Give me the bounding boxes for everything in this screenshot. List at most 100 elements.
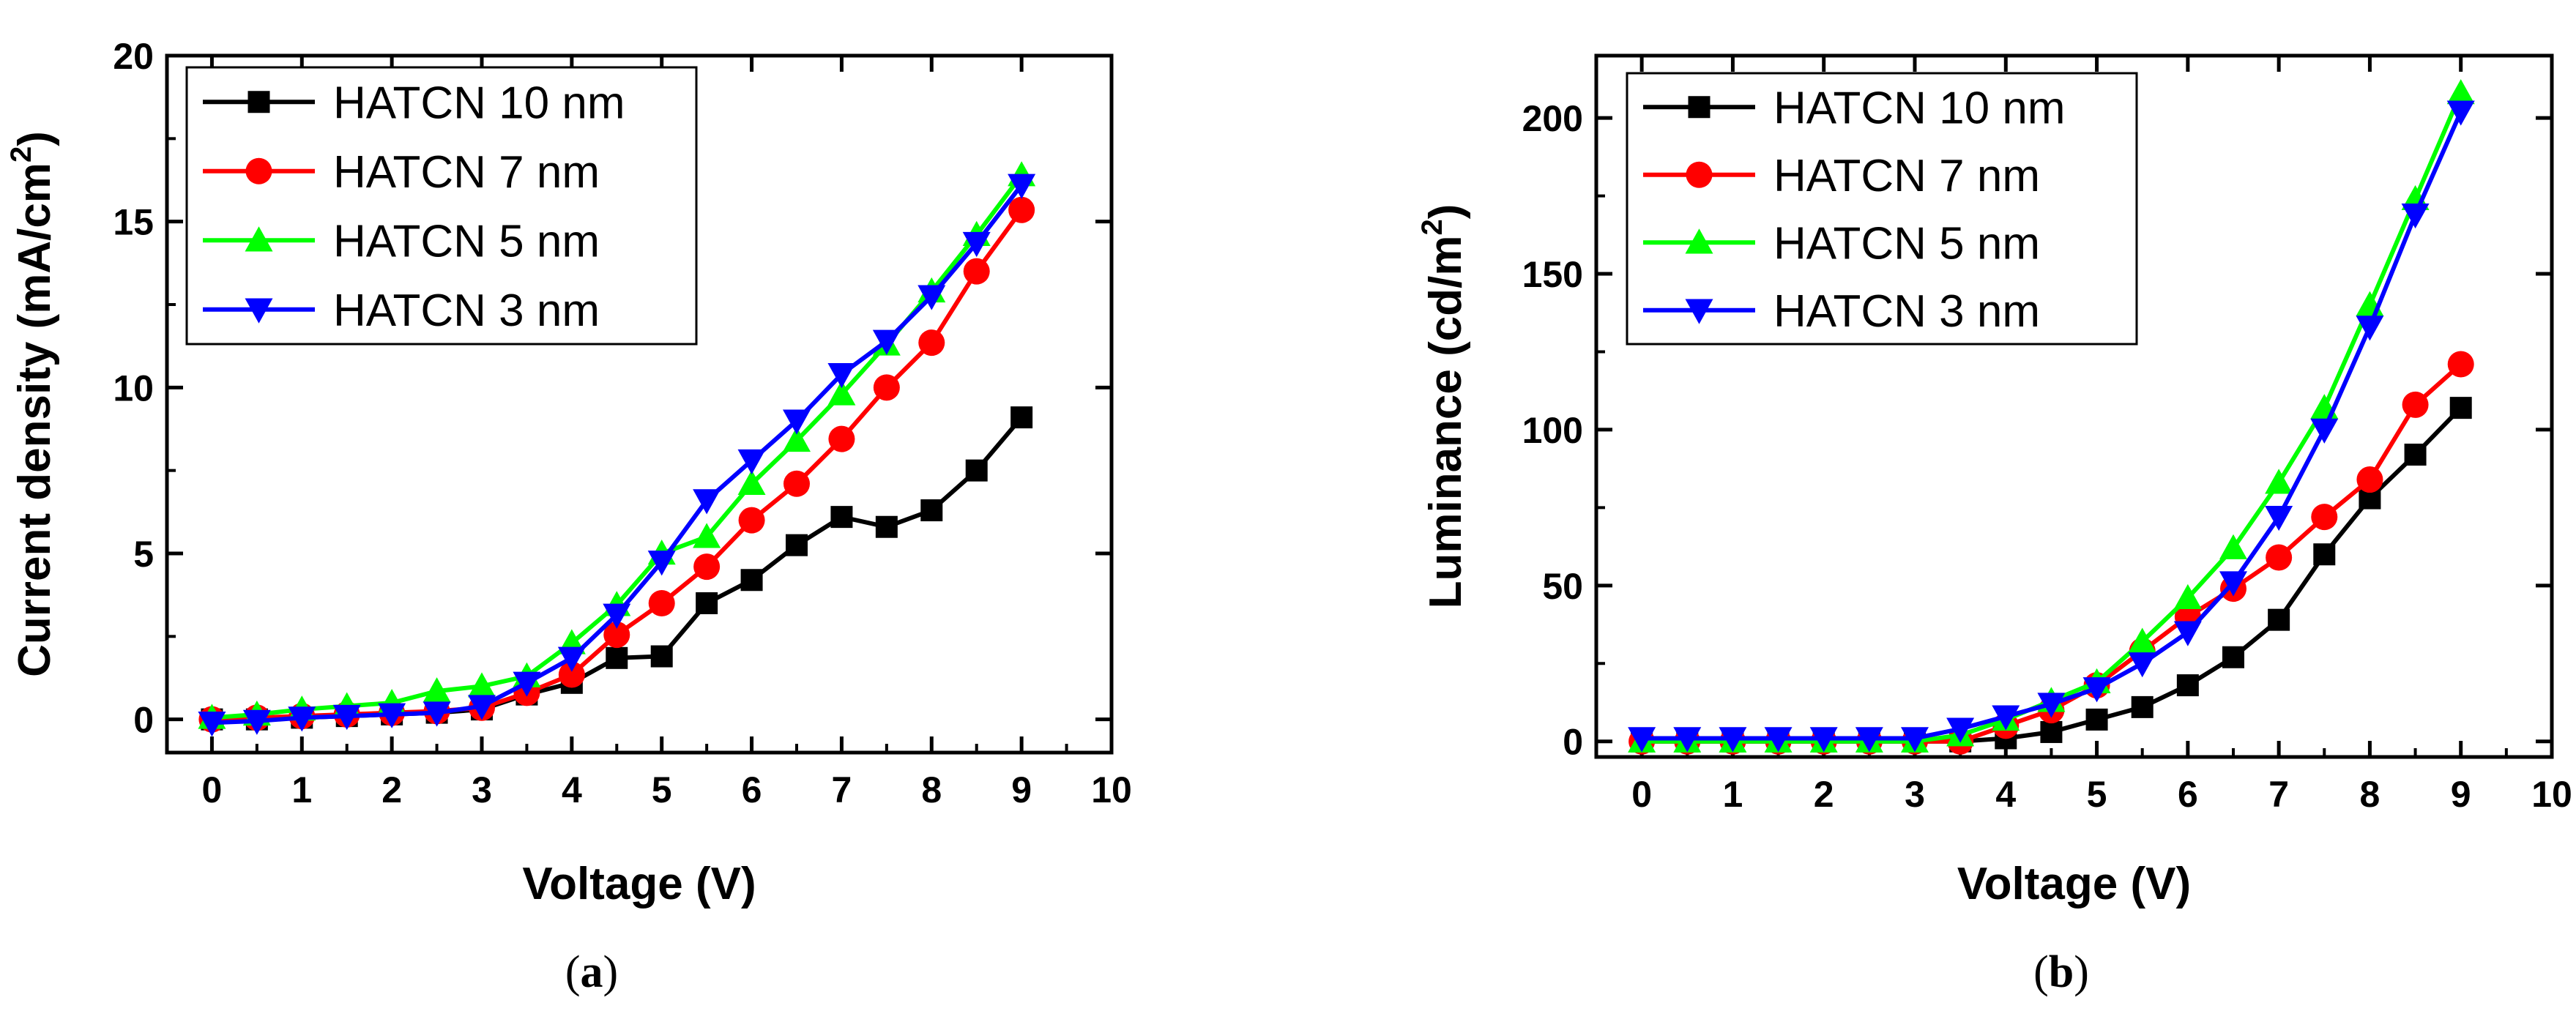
data-point	[1901, 727, 1929, 753]
legend-label: HATCN 10 nm	[1773, 83, 2066, 133]
data-point	[2040, 720, 2063, 743]
data-point	[647, 551, 676, 576]
data-point	[468, 672, 496, 698]
data-point	[2313, 543, 2336, 566]
legend-marker	[247, 91, 270, 113]
y-tick-label: 100	[1522, 410, 1583, 451]
x-tick-label: 1	[1723, 774, 1743, 815]
data-point	[917, 285, 946, 310]
plot-frame	[1594, 53, 2554, 759]
data-point	[1992, 705, 2020, 731]
y-tick-label: 10	[113, 368, 154, 408]
data-point	[2219, 534, 2247, 559]
x-tick-label: 1	[291, 769, 312, 810]
x-tick-label: 5	[652, 769, 672, 810]
data-point	[2310, 418, 2339, 444]
data-point	[603, 603, 631, 629]
data-point	[827, 363, 856, 389]
data-point	[1809, 727, 1838, 753]
data-point	[422, 677, 451, 703]
legend-label: HATCN 7 nm	[1773, 151, 2040, 201]
x-tick-label: 8	[2360, 774, 2380, 815]
data-point	[693, 553, 721, 581]
x-axis-title: Voltage (V)	[522, 859, 756, 909]
data-point	[422, 701, 451, 727]
x-tick-label: 3	[472, 769, 492, 810]
data-point	[378, 703, 406, 728]
legend-box	[1626, 72, 2138, 346]
data-point	[873, 374, 900, 401]
data-point	[828, 425, 855, 452]
data-point	[1010, 406, 1033, 429]
x-tick-label: 9	[2451, 774, 2471, 815]
data-point	[558, 661, 585, 688]
legend-marker	[1685, 299, 1713, 324]
data-point	[2311, 504, 2338, 531]
data-point	[2265, 469, 2293, 494]
x-tick-label: 2	[381, 769, 402, 810]
data-point	[242, 709, 271, 735]
data-point	[2356, 466, 2383, 493]
series-hatcn-3-nm	[198, 174, 1036, 737]
y-tick-label: 50	[1542, 566, 1583, 607]
data-point	[963, 258, 990, 285]
legend-label: HATCN 3 nm	[333, 286, 600, 336]
x-tick-label: 8	[921, 769, 942, 810]
data-point	[2173, 621, 2202, 646]
legend-label: HATCN 7 nm	[333, 147, 600, 198]
data-point	[1855, 727, 1883, 753]
y-tick-label: 20	[113, 36, 154, 77]
data-point	[2402, 391, 2429, 418]
data-point	[1719, 727, 1747, 753]
x-tick-label: 0	[1631, 774, 1652, 815]
data-point	[513, 671, 541, 697]
data-point	[332, 704, 361, 731]
x-tick-label: 6	[2178, 774, 2198, 815]
data-point	[875, 515, 898, 538]
data-point	[2404, 443, 2427, 466]
data-point	[872, 329, 901, 355]
data-point	[2401, 203, 2430, 229]
data-point	[830, 506, 853, 529]
data-point	[2082, 677, 2111, 703]
data-point	[693, 489, 721, 515]
legend-label: HATCN 10 nm	[333, 78, 625, 128]
data-point	[783, 470, 810, 497]
x-axis-title: Voltage (V)	[1957, 859, 2191, 909]
y-tick-label: 0	[1563, 722, 1583, 763]
x-tick-label: 5	[2087, 774, 2107, 815]
y-axis-title: Current density (mA/cm2)	[5, 131, 60, 677]
x-tick-label: 10	[1091, 769, 1132, 810]
x-tick-label: 0	[202, 769, 223, 810]
data-point	[920, 499, 943, 522]
data-point	[2128, 652, 2156, 678]
data-point	[2037, 693, 2066, 718]
data-point	[2356, 316, 2384, 341]
x-tick-label: 4	[562, 769, 582, 810]
data-point	[2219, 571, 2247, 597]
y-tick-label: 150	[1522, 254, 1583, 295]
data-point	[650, 645, 673, 668]
y-axis-title: Luminance (cd/m2)	[1416, 204, 1471, 609]
y-tick-label: 0	[133, 700, 154, 741]
data-point	[603, 622, 630, 649]
data-point	[2173, 583, 2202, 610]
data-point	[2266, 544, 2293, 571]
y-tick-label: 15	[113, 202, 154, 243]
legend-label: HATCN 3 nm	[1773, 286, 2040, 337]
legend: HATCN 10 nm HATCN 7 nm HATCN 5 nm HATCN 3 n…	[185, 66, 698, 346]
x-tick-label: 10	[2531, 774, 2572, 815]
data-point	[918, 329, 945, 357]
data-point	[2268, 608, 2290, 631]
data-point	[2128, 627, 2156, 653]
legend-marker	[245, 226, 273, 252]
data-point	[1008, 196, 1035, 223]
data-point	[1628, 727, 1656, 753]
data-point	[606, 646, 628, 669]
plot-frame	[165, 53, 1114, 755]
series-hatcn-3-nm	[1628, 100, 2475, 753]
data-point	[1764, 727, 1793, 753]
legend-marker	[245, 157, 272, 184]
